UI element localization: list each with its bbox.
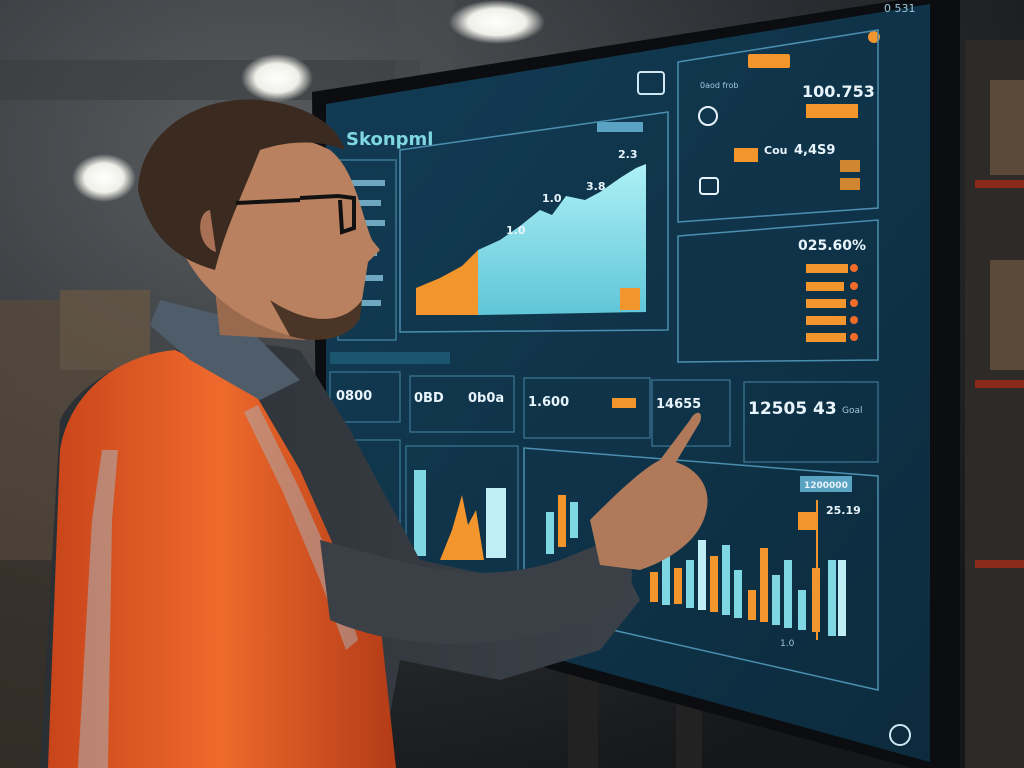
tile-value: 0800 <box>336 389 372 404</box>
bar-chart-value: 25.19 <box>826 504 861 517</box>
worker-collar <box>150 300 300 400</box>
tile-label: Goal <box>842 406 863 416</box>
ceiling-lamp <box>449 0 545 44</box>
kpi-icon <box>699 177 719 195</box>
area-chart-panel: 2.3 1.0 1.0 3.8 <box>399 111 669 333</box>
corner-tag: 0 531 <box>884 2 916 15</box>
vest-reflective-strip <box>78 450 118 768</box>
bar-series <box>546 495 846 636</box>
bar-chart-panel: 1200000 25.19 1.0 <box>523 447 911 746</box>
tile-value: 0BD <box>414 391 444 406</box>
area-series-cyan <box>478 164 646 315</box>
worker-hair <box>138 99 345 270</box>
right-shelving <box>965 40 1024 768</box>
kpi-icon <box>698 106 718 126</box>
dashboard-title: Skonpml <box>346 129 433 150</box>
tile-value: 14655 <box>656 397 701 412</box>
tile-value: 0b0a <box>468 391 504 406</box>
ceiling-lamp <box>72 154 136 202</box>
safety-vest <box>48 350 396 768</box>
worker-arm <box>320 540 632 644</box>
worker-beard <box>270 300 362 340</box>
chart-label: 3.8 <box>586 180 606 193</box>
worker-hand <box>590 412 708 570</box>
kpi-label: Cou <box>764 144 787 157</box>
kpi-header: 0aod frob <box>700 81 738 90</box>
bar-chart-tag: 1200000 <box>804 481 848 491</box>
menu-icon[interactable] <box>637 71 665 95</box>
tile-value: 12505 43 <box>748 399 837 419</box>
worker-ear <box>200 210 216 252</box>
chart-label: 2.3 <box>618 148 638 161</box>
monitor-stand <box>568 670 598 768</box>
tile-value: 1.600 <box>528 395 569 410</box>
bar-chart-marker: 1.0 <box>780 639 795 649</box>
kpi-tile-row: 0800 0BD 0b0a 1.600 14655 12505 43 Goal <box>329 352 879 463</box>
eyeglasses <box>235 193 356 235</box>
kpi-value: 4,4S9 <box>794 143 835 158</box>
header-highlight <box>597 122 643 132</box>
ceiling-lamp <box>241 54 313 102</box>
status-dot <box>868 31 880 43</box>
help-icon[interactable] <box>889 724 911 746</box>
chart-label: 1.0 <box>506 224 526 237</box>
list-value: 025.60% <box>798 238 866 254</box>
worker <box>40 99 708 768</box>
progress-list-panel: 025.60% <box>677 219 879 363</box>
kpi-panel-top-right: 0aod frob 100.753 Cou 4,4S9 <box>677 29 879 223</box>
chart-label: 1.0 <box>542 192 562 205</box>
kpi-value-main: 100.753 <box>802 82 875 101</box>
area-series-orange <box>416 250 478 315</box>
